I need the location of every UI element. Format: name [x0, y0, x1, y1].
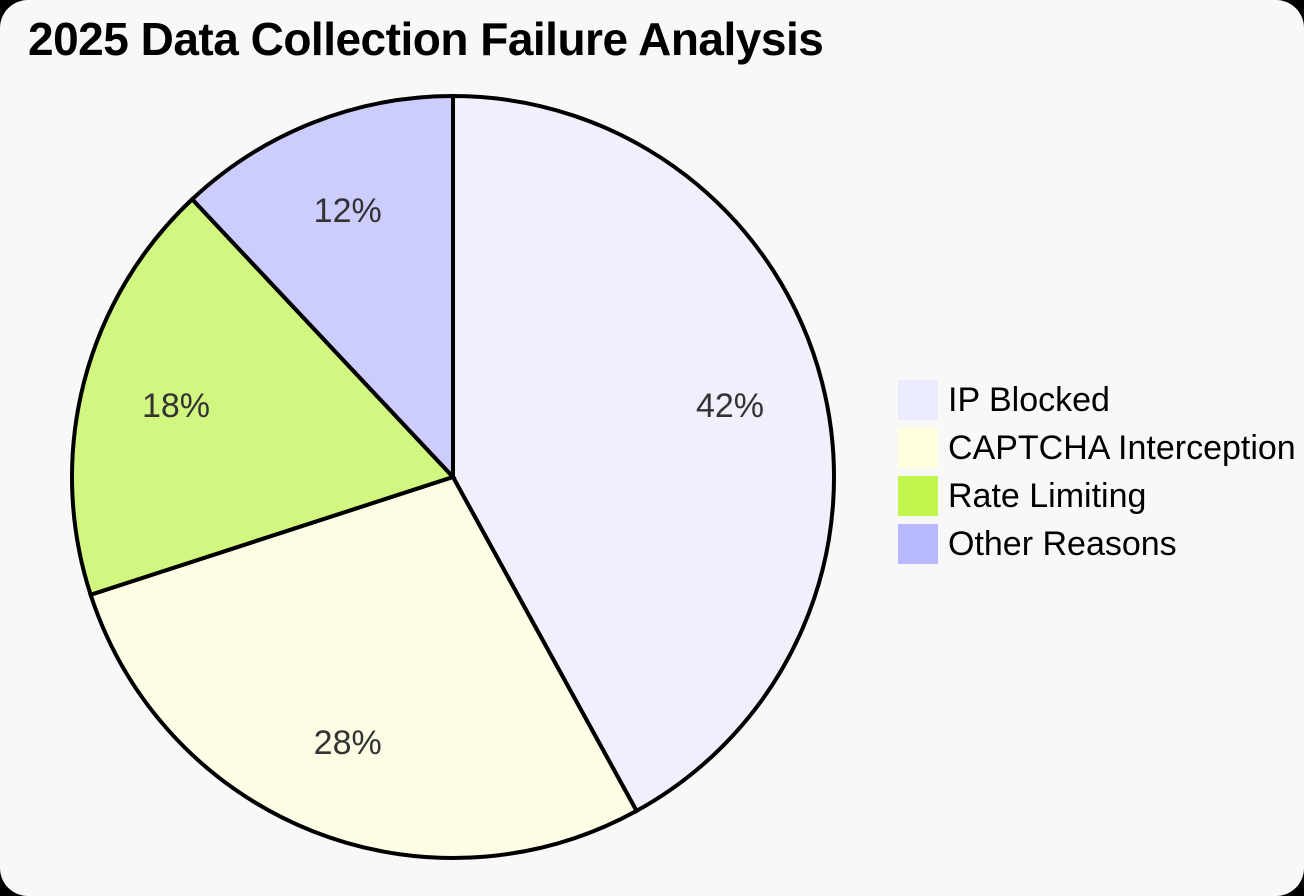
legend-item-rate-limiting: Rate Limiting: [898, 476, 1296, 516]
legend-label-ip-blocked: IP Blocked: [948, 381, 1110, 419]
legend-swatch-ip-blocked: [898, 380, 938, 420]
legend-swatch-rate-limiting: [898, 476, 938, 516]
pie-percentage-label-captcha-interception: 28%: [314, 724, 382, 762]
legend-label-captcha-interception: CAPTCHA Interception: [948, 429, 1296, 467]
pie-percentage-label-other-reasons: 12%: [314, 192, 382, 230]
pie-slice-ip-blocked: [451, 93, 836, 814]
legend-item-ip-blocked: IP Blocked: [898, 380, 1296, 420]
chart-legend: IP Blocked CAPTCHA Interception Rate Limit…: [898, 380, 1296, 564]
pie-slice-rate-limiting: [70, 196, 457, 598]
legend-swatch-captcha-interception: [898, 428, 938, 468]
pie-slice-other-reasons: [189, 93, 455, 483]
legend-label-rate-limiting: Rate Limiting: [948, 477, 1147, 515]
legend-label-other-reasons: Other Reasons: [948, 525, 1177, 563]
pie-slice-captcha-interception: [88, 474, 640, 860]
legend-item-captcha-interception: CAPTCHA Interception: [898, 428, 1296, 468]
legend-swatch-other-reasons: [898, 524, 938, 564]
pie-percentage-label-rate-limiting: 18%: [142, 387, 210, 425]
chart-title: 2025 Data Collection Failure Analysis: [28, 13, 824, 65]
pie-percentage-label-ip-blocked: 42%: [696, 387, 764, 425]
legend-item-other-reasons: Other Reasons: [898, 524, 1296, 564]
